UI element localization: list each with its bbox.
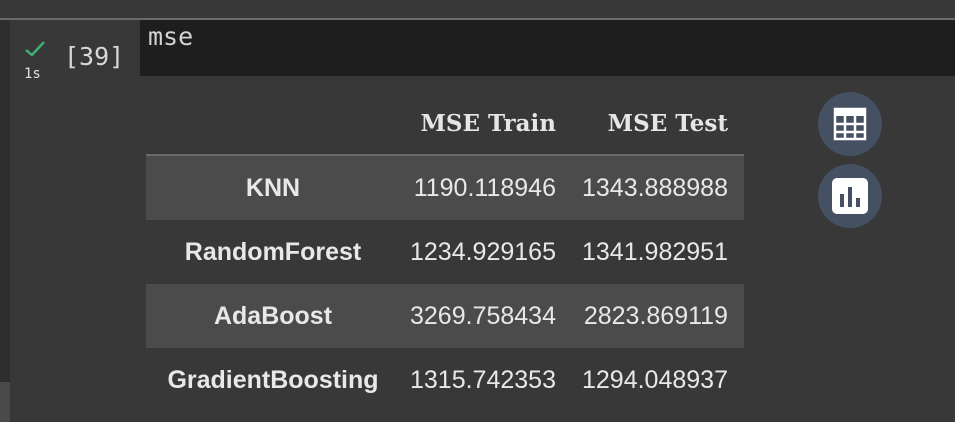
table-cell: 1341.982951 [581,237,728,266]
check-icon [25,41,45,57]
suggest-charts-button[interactable] [818,164,882,228]
previous-cell-border [0,0,955,20]
code-editor[interactable]: mse [140,20,955,76]
table-header-row: MSE Train MSE Test [146,93,744,156]
row-index: AdaBoost [146,284,400,348]
dataframe-table: MSE Train MSE Test KNN 1190.118946 1343.… [146,93,744,412]
table-cell: 1315.742353 [410,365,556,394]
table-icon [833,107,867,141]
execution-count: [39] [64,42,125,71]
table-cell: 2823.869119 [571,284,744,348]
row-index: GradientBoosting [167,365,379,394]
table-cell: 1294.048937 [581,365,728,394]
table-cell: 1190.118946 [400,155,572,220]
row-index: RandomForest [184,237,362,266]
index-header [146,93,400,156]
code-text[interactable]: mse [148,22,194,51]
interactive-table-button[interactable] [818,92,882,156]
table-row: KNN 1190.118946 1343.888988 [146,155,744,220]
left-scroll-rail [0,20,10,422]
column-header: MSE Test [571,93,744,156]
table-cell: 3269.758434 [400,284,572,348]
table-row: AdaBoost 3269.758434 2823.869119 [146,284,744,348]
row-index: KNN [146,155,400,220]
cell-gutter: 1s [10,20,56,82]
table-cell: 1234.929165 [410,237,556,266]
scrollbar-thumb[interactable] [0,382,10,422]
column-header: MSE Train [400,93,572,156]
bar-chart-icon [832,178,868,214]
execution-time: 1s [24,66,41,82]
table-row: GradientBoosting 1315.742353 1294.048937 [146,348,744,412]
table-cell: 1343.888988 [571,155,744,220]
table-row: RandomForest 1234.929165 1341.982951 [146,220,744,284]
